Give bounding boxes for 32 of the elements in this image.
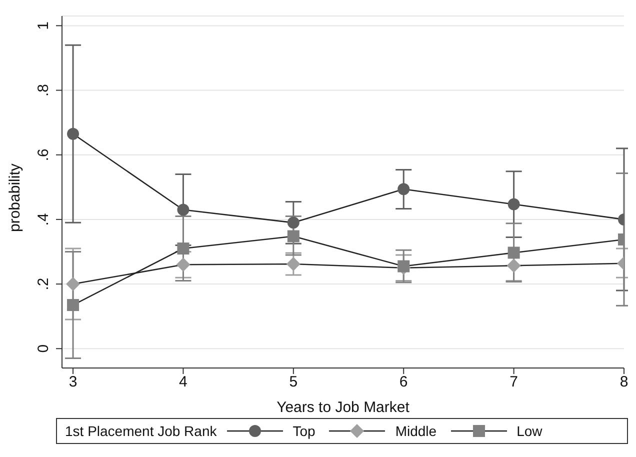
x-tick-label: 8 <box>620 374 628 391</box>
point <box>287 230 300 242</box>
legend-title: 1st Placement Job Rank <box>65 423 217 439</box>
x-tick-label: 6 <box>399 374 408 391</box>
point <box>177 242 190 255</box>
legend-label: Low <box>516 423 542 439</box>
legend-label: Top <box>292 423 316 439</box>
x-tick-label: 7 <box>510 374 518 391</box>
point <box>176 258 190 272</box>
x-tick-label: 3 <box>68 374 78 391</box>
x-axis-title: Years to Job Market <box>276 399 410 416</box>
y-axis-title: probability <box>6 163 24 232</box>
x-tick-label: 5 <box>289 374 298 391</box>
y-tick-label: 0 <box>35 344 52 353</box>
point <box>508 246 520 259</box>
point <box>67 299 80 312</box>
x-tick-label: 4 <box>179 374 188 391</box>
point <box>287 216 300 229</box>
y-tick-label: .6 <box>35 148 52 162</box>
point <box>398 260 410 272</box>
y-tick-label: 1 <box>35 22 52 30</box>
point <box>67 128 80 140</box>
point <box>66 277 80 292</box>
y-tick-label: .4 <box>35 213 52 226</box>
y-tick-label: .8 <box>35 84 52 97</box>
legend-label: Middle <box>395 423 437 439</box>
point <box>286 257 300 272</box>
point <box>506 258 521 273</box>
point <box>177 204 190 216</box>
y-tick-label: .2 <box>35 278 52 290</box>
point <box>508 198 520 210</box>
point <box>398 183 410 196</box>
